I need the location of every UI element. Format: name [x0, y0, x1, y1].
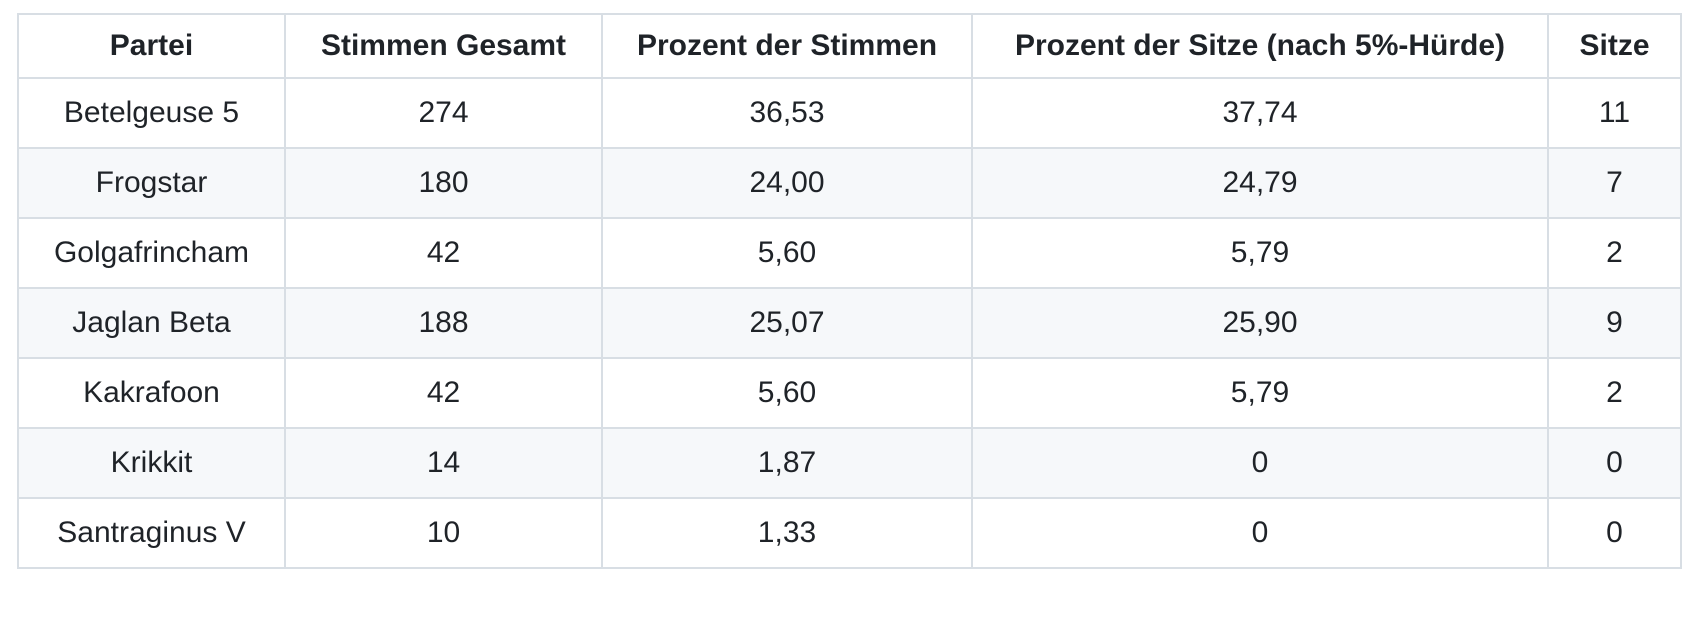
value-cell: 10 — [284, 497, 603, 569]
value-cell: 1,33 — [601, 497, 973, 569]
value-cell: 180 — [284, 147, 603, 219]
value-cell: 36,53 — [601, 77, 973, 149]
value-cell: 42 — [284, 217, 603, 289]
value-cell: 0 — [1547, 427, 1682, 499]
value-cell: 24,00 — [601, 147, 973, 219]
election-results-table: Partei Stimmen Gesamt Prozent der Stimmen P… — [17, 13, 1682, 569]
column-header-sitze: Sitze — [1547, 13, 1682, 79]
value-cell: 5,60 — [601, 217, 973, 289]
value-cell: 2 — [1547, 217, 1682, 289]
value-cell: 274 — [284, 77, 603, 149]
document-page: Partei Stimmen Gesamt Prozent der Stimmen P… — [17, 13, 1682, 569]
table-body: Betelgeuse 5 274 36,53 37,74 11 Frogstar 180 24… — [17, 77, 1682, 569]
value-cell: 11 — [1547, 77, 1682, 149]
table-row-jaglan-beta: Jaglan Beta 188 25,07 25,90 9 — [17, 287, 1682, 359]
party-name-cell: Krikkit — [17, 427, 286, 499]
value-cell: 5,79 — [971, 357, 1549, 429]
value-cell: 7 — [1547, 147, 1682, 219]
value-cell: 9 — [1547, 287, 1682, 359]
value-cell: 37,74 — [971, 77, 1549, 149]
column-header-prozent-der-sitze-nach-5-h-rde: Prozent der Sitze (nach 5%-Hürde) — [971, 13, 1549, 79]
column-header-prozent-der-stimmen: Prozent der Stimmen — [601, 13, 973, 79]
value-cell: 42 — [284, 357, 603, 429]
column-header-stimmen-gesamt: Stimmen Gesamt — [284, 13, 603, 79]
party-name-cell: Jaglan Beta — [17, 287, 286, 359]
value-cell: 14 — [284, 427, 603, 499]
header-row: Partei Stimmen Gesamt Prozent der Stimmen P… — [17, 13, 1682, 79]
value-cell: 24,79 — [971, 147, 1549, 219]
table-row-krikkit: Krikkit 14 1,87 0 0 — [17, 427, 1682, 499]
value-cell: 2 — [1547, 357, 1682, 429]
party-name-cell: Betelgeuse 5 — [17, 77, 286, 149]
value-cell: 25,07 — [601, 287, 973, 359]
value-cell: 5,79 — [971, 217, 1549, 289]
value-cell: 0 — [971, 497, 1549, 569]
table-row-golgafrincham: Golgafrincham 42 5,60 5,79 2 — [17, 217, 1682, 289]
table-row-frogstar: Frogstar 180 24,00 24,79 7 — [17, 147, 1682, 219]
party-name-cell: Golgafrincham — [17, 217, 286, 289]
value-cell: 0 — [971, 427, 1549, 499]
party-name-cell: Frogstar — [17, 147, 286, 219]
value-cell: 25,90 — [971, 287, 1549, 359]
party-name-cell: Kakrafoon — [17, 357, 286, 429]
value-cell: 188 — [284, 287, 603, 359]
value-cell: 5,60 — [601, 357, 973, 429]
value-cell: 1,87 — [601, 427, 973, 499]
value-cell: 0 — [1547, 497, 1682, 569]
table-row-santraginus-v: Santraginus V 10 1,33 0 0 — [17, 497, 1682, 569]
column-header-partei: Partei — [17, 13, 286, 79]
party-name-cell: Santraginus V — [17, 497, 286, 569]
table-row-kakrafoon: Kakrafoon 42 5,60 5,79 2 — [17, 357, 1682, 429]
table-row-betelgeuse-5: Betelgeuse 5 274 36,53 37,74 11 — [17, 77, 1682, 149]
